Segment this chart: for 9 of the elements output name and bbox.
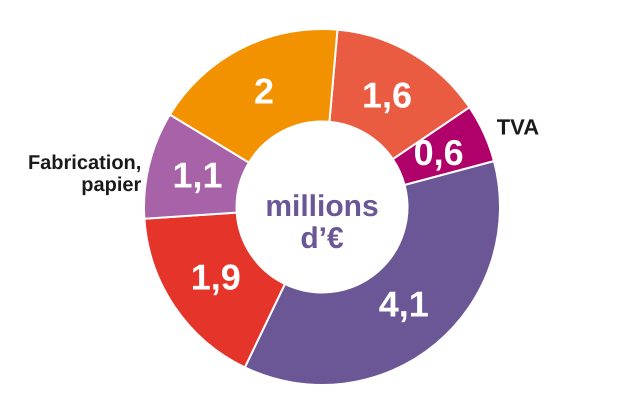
text: millions d’€: [265, 190, 379, 255]
data-label: 1,6: [362, 74, 412, 116]
slice-label: TVA: [496, 114, 540, 140]
data-label: 0,6: [414, 132, 464, 173]
data-label: 2: [254, 70, 274, 112]
data-label: 1,1: [172, 154, 223, 196]
data-label: 4,1: [378, 284, 429, 325]
slice-label: Fabrication, papier: [28, 152, 142, 196]
data-label: 1,9: [190, 256, 241, 298]
